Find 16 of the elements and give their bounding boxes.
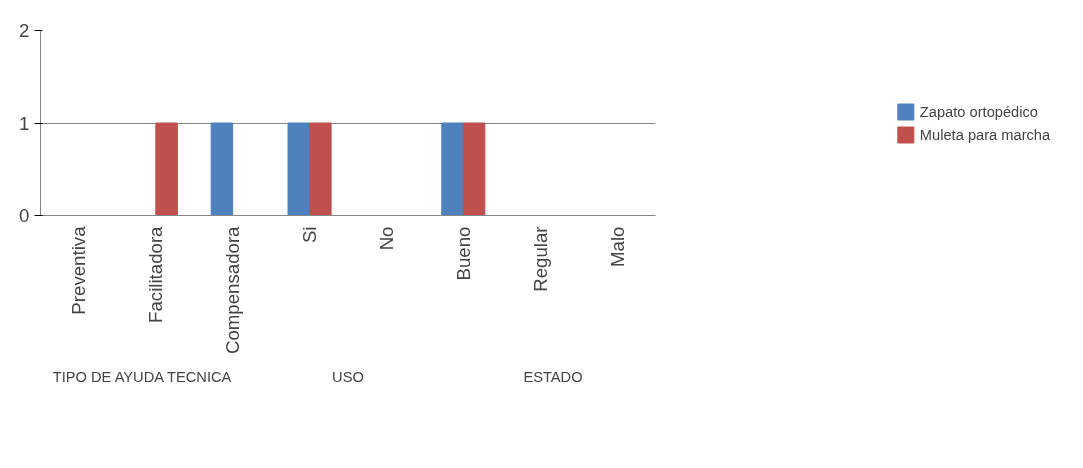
y-tick-label: 1	[19, 112, 30, 134]
x-tick-label: Bueno	[452, 226, 474, 281]
text: ESTADO	[523, 368, 583, 385]
x-tick-label: Preventiva	[68, 225, 90, 315]
x-tick-label: No	[375, 226, 397, 251]
y-tick-label: 0	[19, 205, 30, 226]
legend-label: Muleta para marcha	[919, 126, 1051, 142]
x-tick-label: Si	[299, 226, 321, 244]
x-tick-label: Malo	[606, 226, 628, 267]
y-tick-label: 2	[19, 20, 30, 41]
text: USO	[332, 368, 364, 385]
text: TIPO DE AYUDA TECNICA	[52, 368, 232, 385]
x-tick-label: Regular	[529, 226, 551, 292]
x-tick-label: Compensadora	[222, 225, 244, 355]
x-tick-label: Facilitadora	[145, 225, 167, 323]
legend-label: Zapato ortopédico	[919, 103, 1038, 119]
